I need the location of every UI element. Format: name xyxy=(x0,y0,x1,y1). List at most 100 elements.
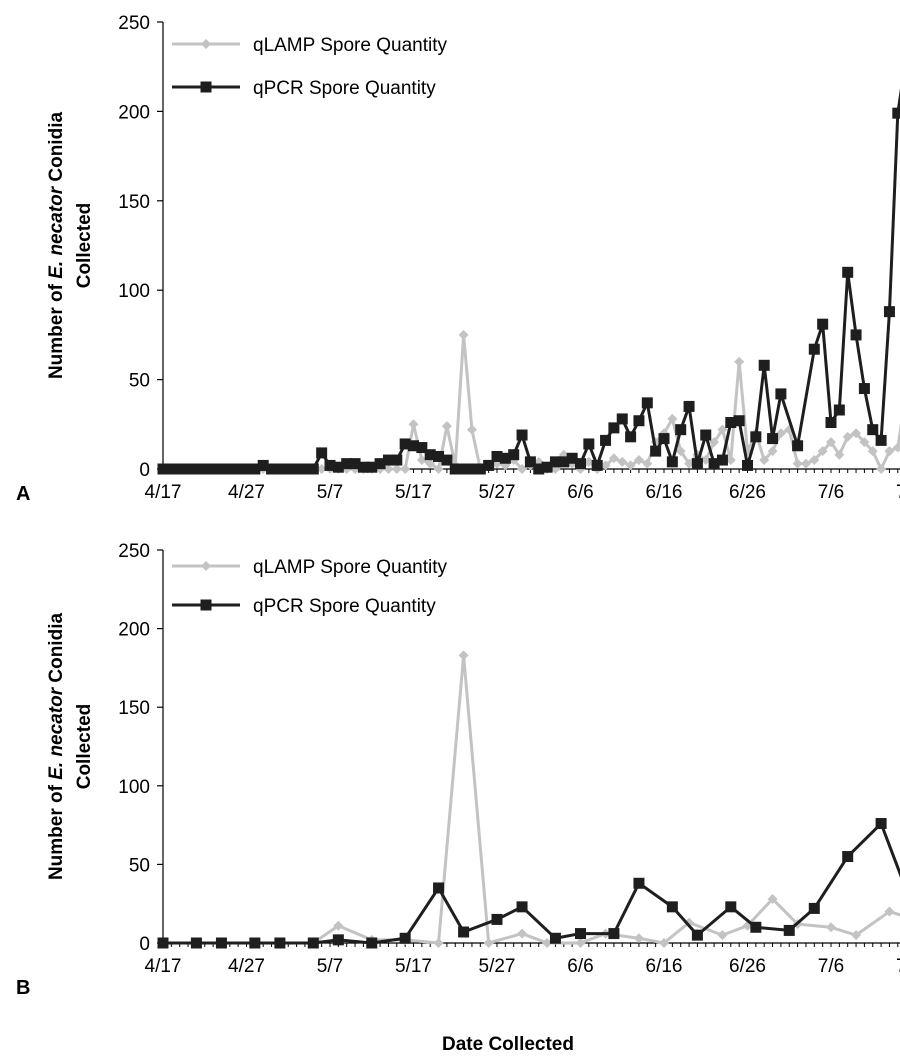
data-point xyxy=(733,415,745,427)
data-point xyxy=(441,421,452,432)
data-point xyxy=(433,938,444,948)
data-point xyxy=(491,450,503,462)
data-point xyxy=(683,400,695,412)
data-point xyxy=(884,446,895,457)
data-point xyxy=(400,464,411,474)
data-point xyxy=(633,415,645,427)
x-tick-label: 4/17 xyxy=(145,482,182,503)
data-point xyxy=(759,455,770,466)
data-point xyxy=(867,446,878,457)
data-point xyxy=(792,440,804,452)
data-point xyxy=(357,461,369,473)
data-point xyxy=(691,929,703,941)
data-point xyxy=(541,461,553,473)
data-point xyxy=(215,463,227,475)
data-point xyxy=(424,449,436,461)
data-point xyxy=(425,458,436,469)
y-tick-label: 50 xyxy=(129,855,150,876)
data-point xyxy=(675,446,686,457)
y-axis-title: Number of E. necator Conidia xyxy=(46,613,67,881)
legend-marker xyxy=(201,39,211,49)
data-point xyxy=(483,938,494,948)
data-point xyxy=(433,450,445,462)
data-point xyxy=(792,458,803,469)
legend-label: qPCR Spore Quantity xyxy=(253,78,436,99)
data-point xyxy=(316,464,327,474)
data-point xyxy=(157,937,169,949)
data-point xyxy=(332,934,344,946)
x-tick-label: 6/16 xyxy=(646,482,683,503)
data-point xyxy=(641,397,653,409)
data-point xyxy=(867,424,879,436)
data-point xyxy=(708,458,720,470)
y-tick-label: 0 xyxy=(139,934,150,955)
data-point xyxy=(650,445,662,457)
data-point xyxy=(458,926,470,938)
data-point xyxy=(842,266,854,278)
data-point xyxy=(307,463,319,475)
data-point xyxy=(190,937,202,949)
data-point xyxy=(391,464,402,474)
data-point xyxy=(558,456,570,468)
data-point xyxy=(725,455,736,466)
y-tick-label: 100 xyxy=(118,281,150,302)
data-point xyxy=(775,428,786,439)
data-point xyxy=(809,455,820,466)
x-tick-label: 5/27 xyxy=(479,482,516,503)
data-point xyxy=(174,463,186,475)
data-point xyxy=(600,460,611,471)
data-point xyxy=(851,930,862,941)
data-point xyxy=(691,458,703,470)
data-point xyxy=(591,459,603,471)
data-point xyxy=(800,458,811,469)
x-axis-title: Date Collected xyxy=(442,1034,574,1055)
data-point xyxy=(666,901,678,913)
data-point xyxy=(374,458,386,470)
x-tick-label: 7/6 xyxy=(818,956,844,977)
data-point xyxy=(533,463,545,475)
data-point xyxy=(826,922,836,933)
data-point xyxy=(608,928,620,940)
data-point xyxy=(850,329,862,341)
data-point xyxy=(508,449,520,461)
data-point xyxy=(549,456,561,468)
data-point xyxy=(474,463,486,475)
data-point xyxy=(458,329,469,340)
data-point xyxy=(758,359,770,371)
x-tick-label: 6/6 xyxy=(567,956,593,977)
data-point xyxy=(858,383,870,395)
data-point xyxy=(700,455,711,466)
data-point xyxy=(659,938,669,948)
x-tick-label: 6/16 xyxy=(646,956,683,977)
data-point xyxy=(817,318,829,330)
data-point xyxy=(341,458,353,470)
data-point xyxy=(491,913,503,925)
data-point xyxy=(750,921,762,933)
data-point xyxy=(808,902,820,914)
data-point xyxy=(684,458,695,469)
data-point xyxy=(842,431,853,442)
series-line xyxy=(163,88,900,471)
data-point xyxy=(734,356,745,367)
data-point xyxy=(884,906,895,917)
data-point xyxy=(575,938,586,948)
data-point xyxy=(232,463,244,475)
data-point xyxy=(433,882,445,894)
data-point xyxy=(316,447,328,459)
x-tick-label: 5/17 xyxy=(395,956,432,977)
data-point xyxy=(851,428,862,439)
panel-b-chart: 0 50 100 150 200 250 4/17 4/27 5/7 5/17 5/27 6/6 6/1… xyxy=(46,541,900,977)
data-point xyxy=(207,463,219,475)
data-point xyxy=(366,461,378,473)
data-point xyxy=(433,464,444,474)
data-point xyxy=(808,343,820,355)
data-point xyxy=(775,388,787,400)
x-tick-label: 5/7 xyxy=(317,956,343,977)
data-point xyxy=(299,463,311,475)
data-point xyxy=(416,455,427,466)
legend-label: qPCR Spore Quantity xyxy=(253,596,436,617)
x-tick-label: 6/26 xyxy=(729,482,766,503)
data-point xyxy=(307,937,319,949)
y-axis-title: Number of E. necator Conidia xyxy=(46,112,67,380)
data-point xyxy=(616,413,628,425)
